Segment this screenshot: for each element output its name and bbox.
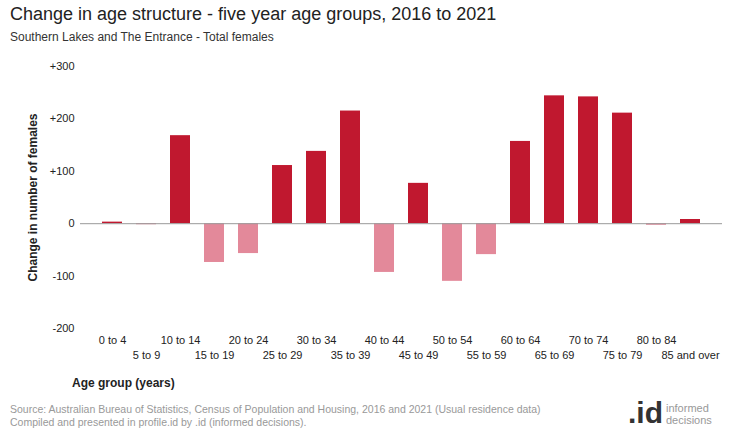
svg-text:75 to 79: 75 to 79: [603, 349, 643, 361]
svg-text:+100: +100: [50, 165, 75, 177]
svg-text:10 to 14: 10 to 14: [161, 334, 201, 346]
svg-text:5 to 9: 5 to 9: [133, 349, 161, 361]
svg-text:70 to 74: 70 to 74: [569, 334, 609, 346]
html-text:Southern Lakes and The Entranc: Southern Lakes and The Entrance - Total …: [10, 30, 274, 44]
html-text:Source: Australian Bureau of S: Source: Australian Bureau of Statistics,…: [10, 403, 541, 415]
svg-text:0: 0: [68, 217, 74, 229]
svg-text:35 to 39: 35 to 39: [331, 349, 371, 361]
html-text:informed decisions: informed decisions: [666, 402, 712, 426]
svg-text:55 to 59: 55 to 59: [467, 349, 507, 361]
html-text:Compiled and presented in prof: Compiled and presented in profile.id by …: [10, 416, 307, 428]
html-text:Change in age structure - five: Change in age structure - five year age …: [10, 4, 497, 24]
svg-text:Change in number of females: Change in number of females: [26, 113, 40, 281]
svg-text:85 and over: 85 and over: [661, 349, 719, 361]
svg-text:-200: -200: [52, 322, 74, 334]
html-text:.id: .id: [628, 396, 663, 429]
svg-text:+200: +200: [50, 112, 75, 124]
svg-text:65 to 69: 65 to 69: [535, 349, 575, 361]
svg-text:15 to 19: 15 to 19: [195, 349, 235, 361]
svg-text:45 to 49: 45 to 49: [399, 349, 439, 361]
svg-text:30 to 34: 30 to 34: [297, 334, 337, 346]
svg-text:50 to 54: 50 to 54: [433, 334, 473, 346]
svg-text:-100: -100: [52, 270, 74, 282]
svg-text:40 to 44: 40 to 44: [365, 334, 405, 346]
svg-text:0 to 4: 0 to 4: [99, 334, 127, 346]
svg-text:60 to 64: 60 to 64: [501, 334, 541, 346]
svg-text:20 to 24: 20 to 24: [229, 334, 269, 346]
svg-text:80 to 84: 80 to 84: [637, 334, 677, 346]
svg-text:25 to 29: 25 to 29: [263, 349, 303, 361]
svg-text:+300: +300: [50, 60, 75, 72]
html-text:Age group (years): Age group (years): [72, 376, 175, 390]
